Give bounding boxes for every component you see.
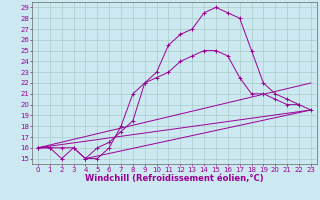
X-axis label: Windchill (Refroidissement éolien,°C): Windchill (Refroidissement éolien,°C) [85,174,264,183]
